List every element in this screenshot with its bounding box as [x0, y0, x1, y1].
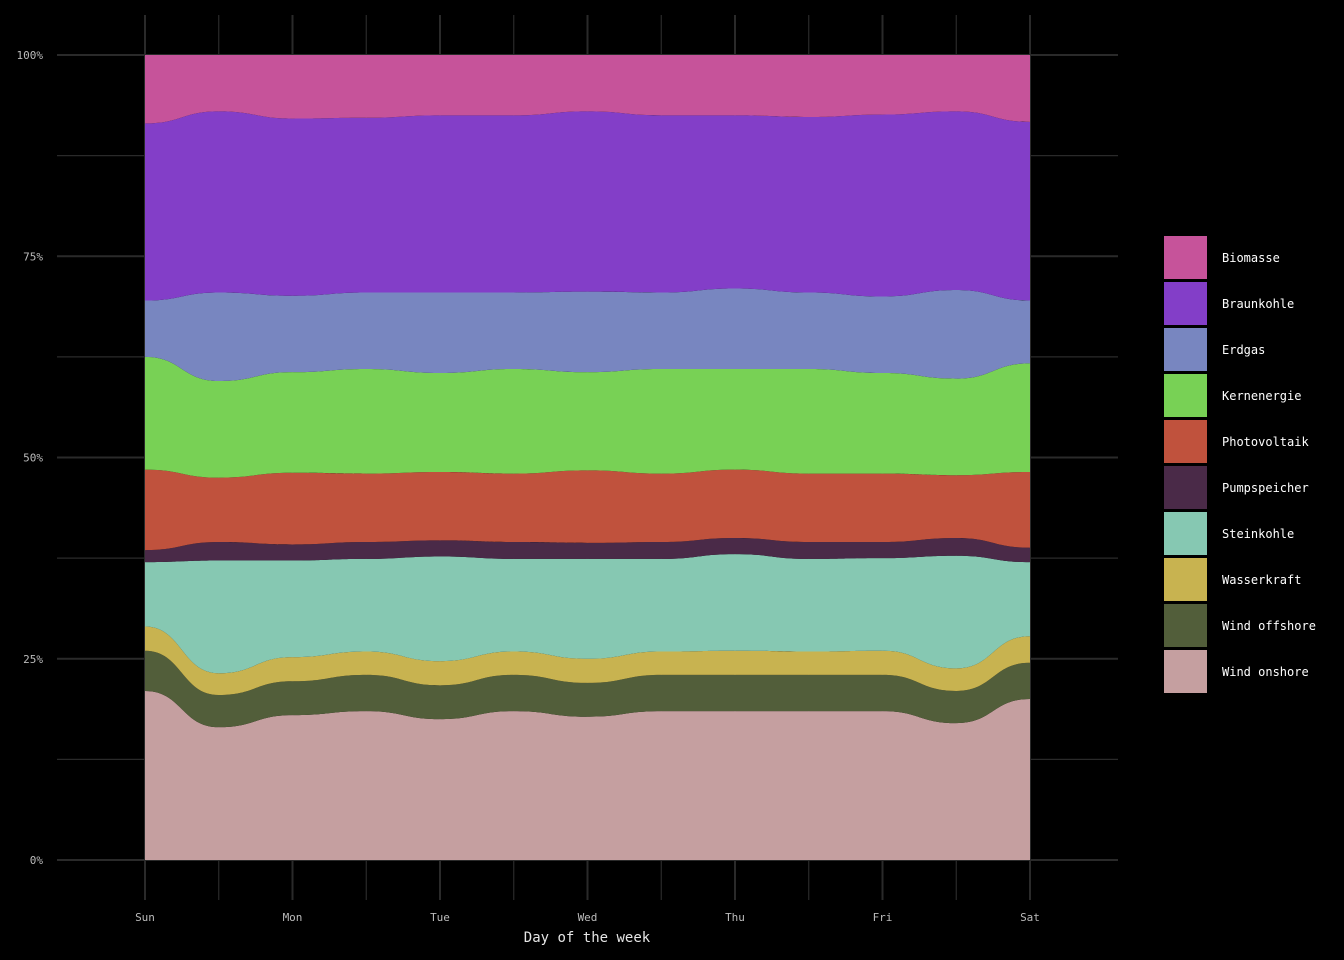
x-tick-label: Wed: [578, 911, 598, 924]
y-tick-label: 25%: [23, 653, 43, 666]
area-wasserkraft: [145, 626, 1030, 695]
legend-swatch: [1164, 420, 1207, 463]
x-tick-label: Fri: [873, 911, 893, 924]
area-erdgas: [145, 288, 1030, 382]
legend-label: Steinkohle: [1222, 527, 1294, 541]
y-tick-label: 0%: [30, 854, 44, 867]
legend-swatch: [1164, 466, 1207, 509]
legend-swatch: [1164, 236, 1207, 279]
legend-swatch: [1164, 512, 1207, 555]
x-tick-label: Sun: [135, 911, 155, 924]
legend-label: Photovoltaik: [1222, 435, 1309, 449]
legend-swatch: [1164, 604, 1207, 647]
legend-item: Kernenergie: [1164, 374, 1301, 417]
legend-label: Wasserkraft: [1222, 573, 1301, 587]
legend-swatch: [1164, 282, 1207, 325]
legend-item: Biomasse: [1164, 236, 1280, 279]
legend-swatch: [1164, 374, 1207, 417]
y-tick-label: 75%: [23, 250, 43, 263]
legend-label: Wind offshore: [1222, 619, 1316, 633]
area-braunkohle: [145, 111, 1030, 301]
legend-item: Wind onshore: [1164, 650, 1309, 693]
x-tick-label: Mon: [283, 911, 303, 924]
legend-label: Pumpspeicher: [1222, 481, 1309, 495]
area-steinkohle: [145, 554, 1030, 674]
legend-swatch: [1164, 650, 1207, 693]
legend-item: Braunkohle: [1164, 282, 1294, 325]
legend-label: Wind onshore: [1222, 665, 1309, 679]
legend-label: Biomasse: [1222, 251, 1280, 265]
legend-swatch: [1164, 328, 1207, 371]
area-biomasse: [145, 55, 1030, 124]
legend-item: Photovoltaik: [1164, 420, 1309, 463]
legend-label: Erdgas: [1222, 343, 1265, 357]
y-tick-label: 50%: [23, 452, 43, 465]
area-kernenergie: [145, 356, 1030, 478]
area-photovoltaik: [145, 469, 1030, 551]
x-tick-label: Tue: [430, 911, 450, 924]
x-tick-label: Sat: [1020, 911, 1040, 924]
legend-item: Pumpspeicher: [1164, 466, 1309, 509]
x-axis-title: Day of the week: [524, 930, 651, 946]
legend-item: Steinkohle: [1164, 512, 1294, 555]
area-pumpspeicher: [145, 538, 1030, 563]
legend-label: Braunkohle: [1222, 297, 1294, 311]
legend-item: Wasserkraft: [1164, 558, 1301, 601]
area-wind-offshore: [145, 650, 1030, 728]
area-layers: [145, 55, 1030, 860]
legend-item: Erdgas: [1164, 328, 1265, 371]
legend-swatch: [1164, 558, 1207, 601]
area-wind-onshore: [145, 690, 1030, 860]
y-tick-label: 100%: [17, 49, 44, 62]
legend-item: Wind offshore: [1164, 604, 1316, 647]
legend: Biomasse Braunkohle Erdgas Kernenergie Photo…: [1164, 236, 1316, 693]
y-axis-ticks: 0% 25% 50% 75% 100%: [17, 49, 44, 867]
x-axis-ticks: Sun Mon Tue Wed Thu Fri Sat: [135, 911, 1040, 924]
legend-label: Kernenergie: [1222, 389, 1301, 403]
x-tick-label: Thu: [725, 911, 745, 924]
